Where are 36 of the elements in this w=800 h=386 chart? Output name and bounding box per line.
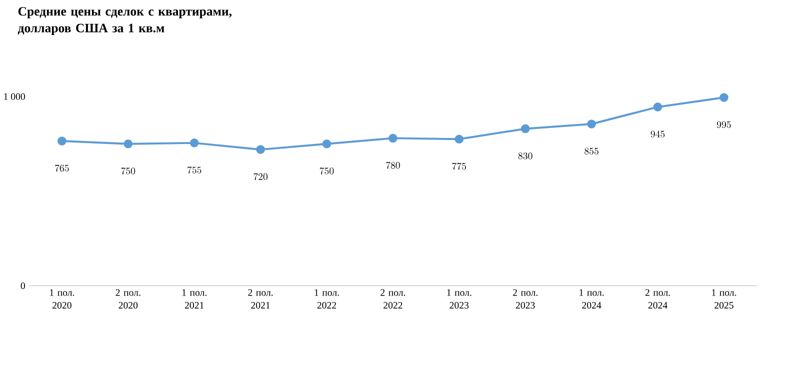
x-tick-label: 1 пол. 2023 — [447, 289, 472, 308]
point — [454, 134, 464, 144]
data-label: 750 — [320, 167, 334, 174]
data-label: 830 — [518, 152, 532, 160]
data-label: 855 — [584, 148, 598, 154]
x-tick-label: 2 пол. 2020 — [116, 289, 140, 308]
y-tick-label: 0 — [20, 282, 25, 289]
data-label: 765 — [55, 164, 69, 172]
x-tick-label: 1 пол. 2020 — [50, 289, 74, 308]
x-tick-label: 1 пол. 2024 — [580, 289, 604, 308]
point — [58, 136, 66, 146]
data-label: 750 — [121, 167, 136, 174]
x-tick-label: 2 пол. 2021 — [248, 289, 273, 308]
y-tick-label: 1 000 — [4, 93, 25, 100]
data-label: 720 — [254, 173, 268, 180]
point — [520, 124, 530, 134]
data-label: 995 — [717, 121, 731, 128]
point — [190, 138, 199, 148]
x-tick-label: 2 пол. 2023 — [513, 289, 538, 308]
x-tick-label: 1 пол. 2025 — [712, 289, 736, 308]
chart-title: Средние цены сделок с квартирами, долларов США за 1 кв.м — [18, 6, 232, 35]
point — [388, 134, 398, 142]
point — [720, 92, 728, 102]
x-tick-label: 1 пол. 2021 — [182, 289, 206, 308]
x-tick-label: 2 пол. 2024 — [645, 289, 670, 308]
data-label: 755 — [188, 166, 202, 174]
data-label: 775 — [452, 162, 466, 170]
x-tick-label: 1 пол. 2022 — [314, 289, 339, 308]
point — [124, 139, 133, 148]
x-tick-label: 2 пол. 2022 — [380, 289, 406, 308]
point — [322, 139, 332, 148]
point — [587, 119, 596, 128]
data-label: 945 — [650, 130, 665, 138]
data-label: 780 — [386, 162, 400, 169]
point — [256, 144, 265, 154]
point — [653, 102, 662, 112]
